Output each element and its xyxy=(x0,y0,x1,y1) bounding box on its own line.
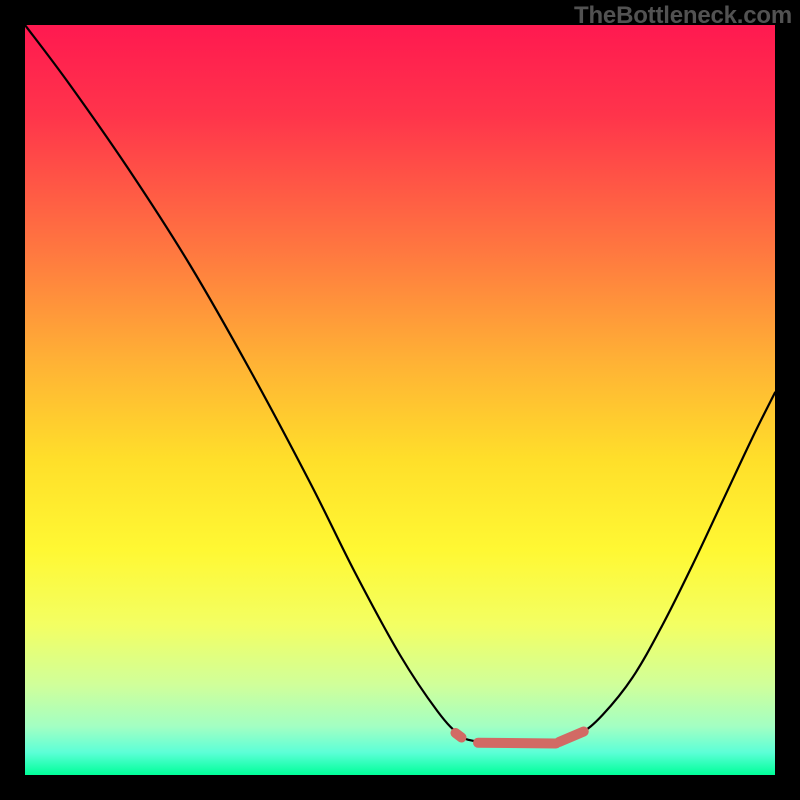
figure-container: TheBottleneck.com xyxy=(0,0,800,800)
highlight-segment xyxy=(478,743,556,744)
bottleneck-chart xyxy=(25,25,775,775)
highlight-segment xyxy=(456,733,462,738)
chart-svg xyxy=(25,25,775,775)
chart-background xyxy=(25,25,775,775)
